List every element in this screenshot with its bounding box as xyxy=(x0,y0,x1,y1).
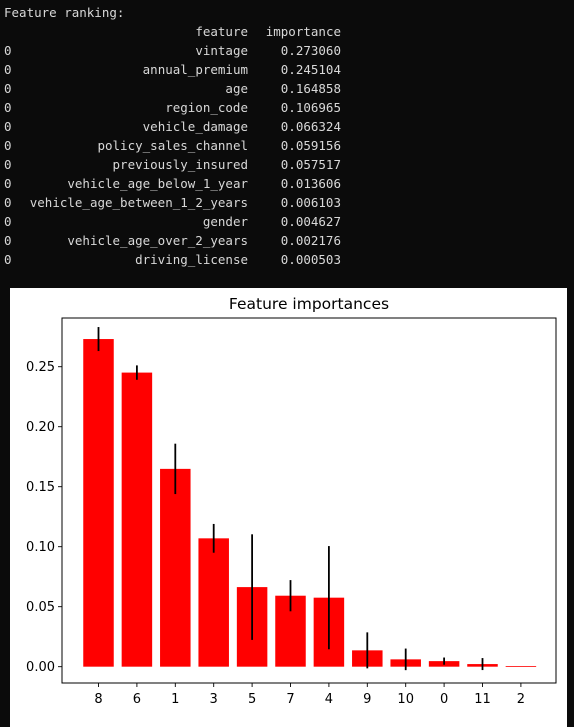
bar xyxy=(83,339,114,667)
row-index: 0 xyxy=(4,41,12,60)
x-tick-label: 11 xyxy=(474,692,491,707)
table-row: 0 vehicle_age_between_1_2_years 0.006103 xyxy=(0,193,574,212)
row-index: 0 xyxy=(4,117,12,136)
x-tick-label: 2 xyxy=(517,692,525,707)
table-row: 0 vintage 0.273060 xyxy=(0,41,574,60)
chart-figure: Feature importances 8 6 1 3 5 7 4 9 10 0 11 2 0.00 0.0… xyxy=(10,288,567,727)
row-index: 0 xyxy=(4,212,12,231)
console-heading: Feature ranking: xyxy=(4,3,124,22)
y-tick-label: 0.00 xyxy=(26,660,55,675)
table-row: 0 age 0.164858 xyxy=(0,79,574,98)
row-index: 0 xyxy=(4,193,12,212)
bar xyxy=(506,666,537,667)
bar-chart: Feature importances 8 6 1 3 5 7 4 9 10 0 11 2 0.00 0.0… xyxy=(10,288,567,727)
table-row: 0 vehicle_damage 0.066324 xyxy=(0,117,574,136)
table-row: 0 annual_premium 0.245104 xyxy=(0,60,574,79)
feature-name: vintage xyxy=(195,41,248,60)
table-row: 0 gender 0.004627 xyxy=(0,212,574,231)
console-output: Feature ranking: feature importance 0 vinta… xyxy=(0,0,574,280)
feature-name: policy_sales_channel xyxy=(97,136,248,155)
row-index: 0 xyxy=(4,250,12,269)
feature-name: previously_insured xyxy=(113,155,248,174)
importance-value: 0.273060 xyxy=(265,41,341,60)
row-index: 0 xyxy=(4,98,12,117)
importance-value: 0.106965 xyxy=(265,98,341,117)
table-row: 0 policy_sales_channel 0.059156 xyxy=(0,136,574,155)
importance-value: 0.057517 xyxy=(265,155,341,174)
importance-value: 0.013606 xyxy=(265,174,341,193)
feature-name: vehicle_age_below_1_year xyxy=(67,174,248,193)
column-header-feature: feature xyxy=(195,22,248,41)
feature-name: driving_license xyxy=(135,250,248,269)
row-index: 0 xyxy=(4,60,12,79)
y-tick-label: 0.25 xyxy=(26,360,55,375)
x-tick-label: 4 xyxy=(325,692,333,707)
row-index: 0 xyxy=(4,155,12,174)
importance-value: 0.000503 xyxy=(265,250,341,269)
importance-value: 0.059156 xyxy=(265,136,341,155)
row-index: 0 xyxy=(4,79,12,98)
column-header-importance: importance xyxy=(265,22,341,41)
x-tick-label: 6 xyxy=(133,692,141,707)
table-row: 0 region_code 0.106965 xyxy=(0,98,574,117)
x-tick-label: 1 xyxy=(171,692,179,707)
feature-name: age xyxy=(225,79,248,98)
y-tick-label: 0.15 xyxy=(26,480,55,495)
x-tick-label: 7 xyxy=(286,692,294,707)
table-row: 0 driving_license 0.000503 xyxy=(0,250,574,269)
importance-value: 0.004627 xyxy=(265,212,341,231)
importance-value: 0.245104 xyxy=(265,60,341,79)
x-tick-label: 8 xyxy=(94,692,102,707)
importance-value: 0.002176 xyxy=(265,231,341,250)
feature-name: vehicle_age_over_2_years xyxy=(67,231,248,250)
row-index: 0 xyxy=(4,231,12,250)
bar xyxy=(160,469,191,667)
y-tick-label: 0.10 xyxy=(26,540,55,555)
table-row: 0 vehicle_age_over_2_years 0.002176 xyxy=(0,231,574,250)
feature-name: vehicle_damage xyxy=(143,117,248,136)
table-row: 0 vehicle_age_below_1_year 0.013606 xyxy=(0,174,574,193)
table-header-row: feature importance xyxy=(0,22,574,41)
importance-value: 0.006103 xyxy=(265,193,341,212)
feature-name: vehicle_age_between_1_2_years xyxy=(30,193,248,212)
bar xyxy=(198,538,229,666)
x-tick-label: 5 xyxy=(248,692,256,707)
feature-name: region_code xyxy=(165,98,248,117)
feature-name: gender xyxy=(203,212,248,231)
row-index: 0 xyxy=(4,174,12,193)
feature-name: annual_premium xyxy=(143,60,248,79)
x-tick-label: 3 xyxy=(210,692,218,707)
chart-title: Feature importances xyxy=(229,295,389,313)
y-tick-label: 0.05 xyxy=(26,600,55,615)
bar xyxy=(122,373,152,667)
x-tick-label: 10 xyxy=(397,692,414,707)
table-row: 0 previously_insured 0.057517 xyxy=(0,155,574,174)
importance-value: 0.164858 xyxy=(265,79,341,98)
importance-value: 0.066324 xyxy=(265,117,341,136)
row-index: 0 xyxy=(4,136,12,155)
x-tick-label: 9 xyxy=(363,692,371,707)
x-tick-label: 0 xyxy=(440,692,448,707)
y-tick-label: 0.20 xyxy=(26,420,55,435)
